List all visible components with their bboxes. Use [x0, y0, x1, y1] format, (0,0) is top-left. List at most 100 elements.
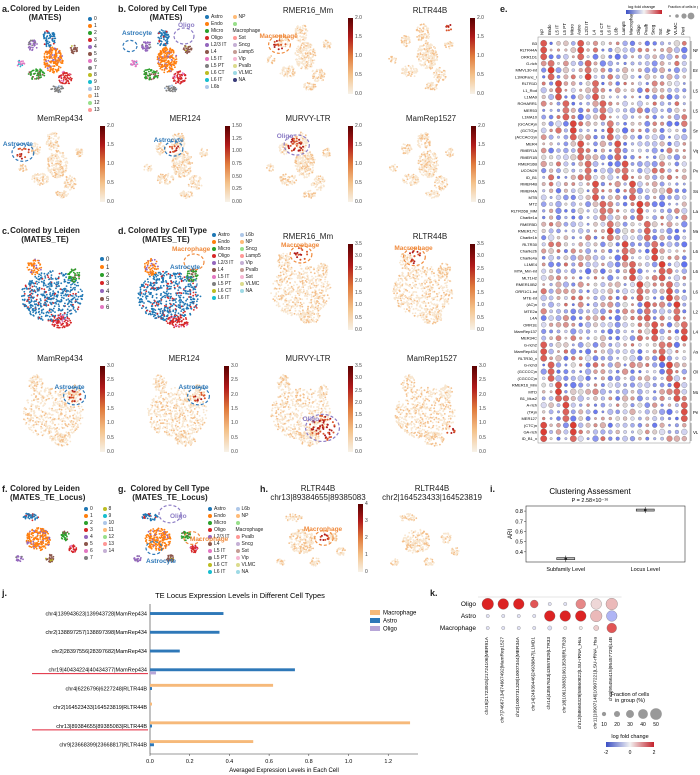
umap-point	[428, 290, 430, 293]
umap-point	[321, 264, 324, 267]
umap-point	[419, 309, 421, 312]
umap-point	[40, 274, 42, 277]
umap-point	[44, 277, 47, 279]
umap-point	[431, 52, 434, 55]
umap-point	[429, 276, 431, 279]
umap-point	[441, 273, 443, 276]
umap-point	[142, 47, 145, 50]
umap-point	[413, 75, 416, 78]
umap-point	[424, 302, 426, 304]
umap-point	[158, 37, 161, 39]
umap-point	[39, 68, 41, 71]
umap-point	[38, 70, 41, 73]
umap-point	[299, 48, 302, 50]
umap-point	[434, 50, 437, 52]
umap-point	[305, 272, 308, 274]
legend-item: 13	[88, 107, 118, 114]
umap-point	[286, 313, 289, 315]
umap-point	[173, 272, 175, 275]
umap-point	[134, 60, 137, 63]
umap-point	[303, 272, 306, 274]
legend-item: L5 PT	[205, 63, 228, 70]
legend-item: 5	[88, 51, 118, 58]
umap-point	[165, 30, 168, 33]
umap-point	[412, 71, 415, 73]
umap-point	[59, 91, 62, 93]
umap-point	[281, 42, 284, 45]
umap-point	[30, 46, 32, 49]
umap-point	[51, 33, 54, 36]
umap-point	[167, 55, 170, 58]
umap-point	[306, 291, 309, 293]
umap-point	[430, 62, 433, 65]
umap-point	[181, 323, 184, 326]
umap-point	[151, 264, 154, 267]
umap-point	[44, 31, 46, 34]
umap-point	[57, 277, 60, 280]
umap-point	[401, 273, 404, 276]
umap-point	[43, 33, 46, 35]
umap-point	[281, 71, 284, 74]
umap-point	[189, 304, 192, 306]
umap-point	[310, 88, 313, 91]
umap-point	[439, 277, 442, 280]
umap-point	[53, 65, 56, 67]
umap-point	[299, 40, 302, 43]
umap-point	[275, 300, 278, 303]
annotation-oligo-b: Oligo	[178, 22, 195, 29]
umap-point	[393, 297, 396, 299]
umap-point	[185, 318, 188, 320]
legend-label: Oligo	[211, 35, 223, 41]
umap-point	[43, 43, 46, 46]
legend-item: 3	[88, 37, 118, 44]
umap-point	[59, 314, 62, 317]
umap-point	[321, 79, 323, 82]
umap-point	[315, 313, 318, 315]
umap-point	[400, 299, 402, 302]
umap-point	[158, 308, 161, 311]
umap-point	[177, 289, 180, 291]
umap-point	[408, 262, 411, 265]
legend-celltype-mates-te: Astro Endo Micro Oligo L2/3 IT L4 L5 IT L5 PT L6…	[212, 232, 262, 302]
colorbar-tick: 1.0	[477, 53, 484, 59]
umap-point	[427, 31, 429, 34]
umap-point	[45, 305, 48, 307]
legend-swatch	[239, 288, 244, 293]
umap-point	[313, 268, 315, 271]
umap-point	[65, 285, 68, 287]
umap-point-high	[447, 25, 450, 28]
legend-swatch	[205, 70, 209, 75]
umap-point	[40, 69, 43, 72]
umap-point	[151, 311, 154, 314]
umap-point	[61, 326, 64, 329]
umap-point	[303, 281, 305, 284]
umap-point	[31, 269, 33, 272]
umap-point	[41, 277, 44, 280]
umap-point	[40, 299, 42, 302]
umap-point	[285, 38, 288, 41]
umap-point	[161, 310, 164, 312]
umap-point	[444, 294, 447, 297]
umap-point	[296, 301, 298, 304]
umap-point	[65, 290, 68, 293]
umap-point	[137, 297, 140, 299]
legend-swatch	[100, 289, 104, 294]
umap-point	[323, 42, 326, 44]
umap-point	[39, 302, 42, 305]
umap-point	[405, 288, 407, 291]
legend-swatch	[88, 107, 92, 112]
umap-point	[188, 272, 191, 275]
umap-point	[158, 59, 161, 61]
umap-point	[132, 63, 135, 66]
umap-leiden-mates-te	[8, 250, 96, 334]
umap-point	[409, 269, 411, 271]
umap-point	[151, 313, 154, 315]
legend-label: L6b	[211, 84, 220, 90]
umap-point	[145, 47, 148, 50]
umap-point	[443, 286, 446, 289]
legend-swatch	[205, 35, 209, 40]
umap-point	[307, 286, 310, 288]
umap-point	[414, 312, 417, 315]
umap-point	[278, 287, 281, 290]
umap-point	[46, 51, 48, 54]
